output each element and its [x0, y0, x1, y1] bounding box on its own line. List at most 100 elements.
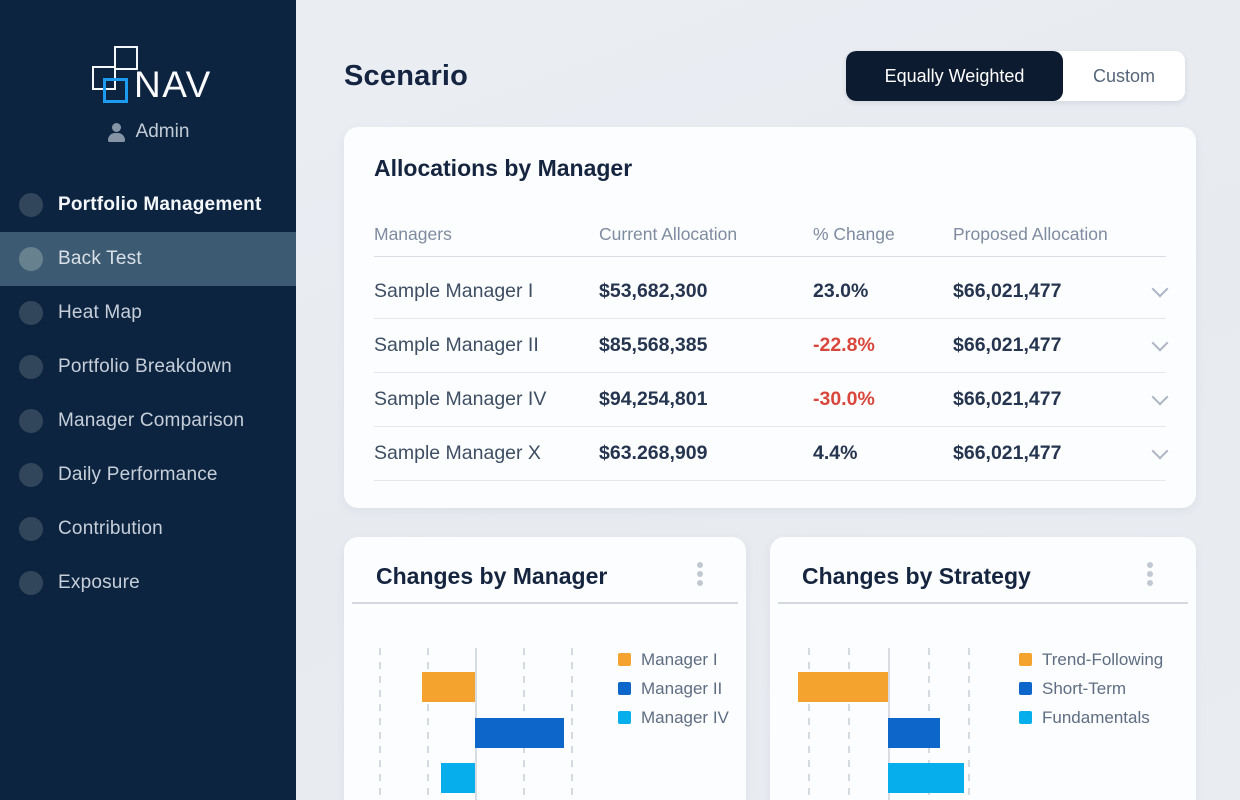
table-header-row: Managers Current Allocation % Change Pro… — [374, 213, 1166, 257]
toggle-custom-button[interactable]: Custom — [1063, 51, 1185, 101]
sidebar-item-daily-performance[interactable]: Daily Performance — [0, 448, 296, 502]
legend-label: Short-Term — [1042, 678, 1127, 698]
col-proposed-allocation: Proposed Allocation — [953, 224, 1108, 244]
legend-item: Manager I — [618, 645, 729, 674]
current-allocation-value: $85,568,385 — [599, 334, 708, 356]
sidebar-item-exposure[interactable]: Exposure — [0, 556, 296, 610]
legend-swatch-orange — [618, 653, 631, 666]
table-row: Sample Manager X $63.268,909 4.4% $66,02… — [374, 427, 1169, 481]
current-allocation-value: $63.268,909 — [599, 442, 708, 464]
col-current-allocation: Current Allocation — [599, 224, 738, 244]
user-name: Admin — [135, 121, 190, 142]
sidebar: NAV Admin Portfolio Management Back Test… — [0, 0, 296, 800]
table-row: Sample Manager II $85,568,385 -22.8% $66… — [374, 319, 1169, 373]
logo-text: NAV — [134, 64, 212, 105]
chart-title: Changes by Manager — [376, 563, 608, 589]
proposed-allocation-value: $66,021,477 — [953, 442, 1062, 464]
chevron-down-icon[interactable] — [1151, 280, 1169, 298]
proposed-allocation-value: $66,021,477 — [953, 280, 1062, 302]
toggle-equally-weighted-button[interactable]: Equally Weighted — [846, 51, 1063, 101]
sidebar-item-label: Contribution — [58, 518, 163, 539]
bar-manager-ii — [475, 718, 564, 748]
user-row: Admin — [0, 121, 296, 143]
allocations-table: Managers Current Allocation % Change Pro… — [374, 213, 1169, 481]
kebab-menu-icon[interactable] — [1146, 562, 1154, 586]
bullet-icon — [19, 247, 43, 271]
legend-item: Fundamentals — [1019, 703, 1163, 732]
manager-name: Sample Manager I — [374, 280, 534, 302]
table-row: Sample Manager IV $94,254,801 -30.0% $66… — [374, 373, 1169, 427]
weighting-toggle: Equally Weighted Custom — [846, 51, 1185, 101]
gridline — [427, 648, 429, 800]
col-percent-change: % Change — [813, 224, 895, 244]
legend-item: Short-Term — [1019, 674, 1163, 703]
table-row: Sample Manager I $53,682,300 23.0% $66,0… — [374, 265, 1169, 319]
chevron-down-icon[interactable] — [1151, 388, 1169, 406]
sidebar-item-label: Daily Performance — [58, 464, 218, 485]
logo-square-blue-icon — [103, 78, 128, 103]
bullet-icon — [19, 193, 43, 217]
legend-label: Manager IV — [641, 707, 729, 727]
legend-swatch-cyan — [1019, 711, 1032, 724]
bar-short-term — [888, 718, 940, 748]
percent-change-value: 23.0% — [813, 280, 869, 302]
bullet-icon — [19, 301, 43, 325]
gridline — [808, 648, 810, 800]
sidebar-menu: Portfolio Management Back Test Heat Map … — [0, 178, 296, 610]
sidebar-item-contribution[interactable]: Contribution — [0, 502, 296, 556]
sidebar-item-label: Portfolio Breakdown — [58, 356, 232, 377]
gridline — [379, 648, 381, 800]
legend-label: Manager II — [641, 678, 723, 698]
sidebar-item-label: Heat Map — [58, 302, 142, 323]
percent-change-value: -22.8% — [813, 334, 875, 356]
sidebar-item-portfolio-management[interactable]: Portfolio Management — [0, 178, 296, 232]
current-allocation-value: $53,682,300 — [599, 280, 708, 302]
bullet-icon — [19, 355, 43, 379]
chevron-down-icon[interactable] — [1151, 442, 1169, 460]
kebab-menu-icon[interactable] — [696, 562, 704, 586]
current-allocation-value: $94,254,801 — [599, 388, 708, 410]
sidebar-item-label: Portfolio Management — [58, 194, 262, 215]
sidebar-item-heat-map[interactable]: Heat Map — [0, 286, 296, 340]
bullet-icon — [19, 571, 43, 595]
proposed-allocation-value: $66,021,477 — [953, 334, 1062, 356]
bar-manager-i — [422, 672, 475, 702]
col-managers: Managers — [374, 224, 452, 244]
legend-item: Manager II — [618, 674, 729, 703]
sidebar-item-label: Manager Comparison — [58, 410, 245, 431]
sidebar-item-label: Exposure — [58, 572, 140, 593]
chart-title: Changes by Strategy — [802, 563, 1031, 589]
divider — [778, 602, 1188, 604]
manager-name: Sample Manager II — [374, 334, 539, 356]
legend-swatch-blue — [1019, 682, 1032, 695]
changes-by-strategy-card: Changes by Strategy Trend-Following Shor… — [770, 537, 1196, 800]
proposed-allocation-value: $66,021,477 — [953, 388, 1062, 410]
sidebar-item-back-test[interactable]: Back Test — [0, 232, 296, 286]
changes-by-manager-card: Changes by Manager Manager I Manager II … — [344, 537, 746, 800]
percent-change-value: 4.4% — [813, 442, 858, 464]
legend-swatch-cyan — [618, 711, 631, 724]
legend-label: Trend-Following — [1042, 649, 1164, 669]
sidebar-item-manager-comparison[interactable]: Manager Comparison — [0, 394, 296, 448]
person-icon — [107, 122, 127, 142]
legend-item: Manager IV — [618, 703, 729, 732]
logo-square-top-icon — [114, 46, 138, 70]
legend-label: Fundamentals — [1042, 707, 1150, 727]
bullet-icon — [19, 463, 43, 487]
legend-item: Trend-Following — [1019, 645, 1163, 674]
sidebar-item-label: Back Test — [58, 248, 142, 269]
chart-legend: Manager I Manager II Manager IV — [618, 645, 729, 732]
page-title: Scenario — [344, 60, 469, 92]
bar-chart-plot — [770, 648, 1196, 800]
nav-logo: NAV — [0, 0, 296, 110]
bar-trend-following — [798, 672, 888, 702]
gridline — [848, 648, 850, 800]
legend-swatch-blue — [618, 682, 631, 695]
sidebar-item-portfolio-breakdown[interactable]: Portfolio Breakdown — [0, 340, 296, 394]
bullet-icon — [19, 517, 43, 541]
divider — [352, 602, 738, 604]
gridline — [571, 648, 573, 800]
chevron-down-icon[interactable] — [1151, 334, 1169, 352]
manager-name: Sample Manager X — [374, 442, 541, 464]
percent-change-value: -30.0% — [813, 388, 875, 410]
